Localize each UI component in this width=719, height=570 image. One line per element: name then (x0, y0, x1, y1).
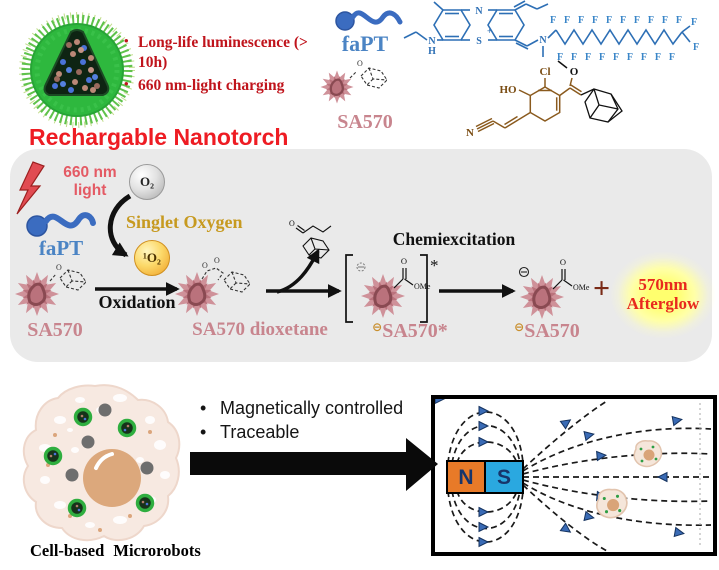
magnet-field-drawing: N S (435, 399, 712, 552)
adamantane-cage (580, 88, 623, 123)
atom-o: O (357, 59, 363, 68)
singlet-oxygen-badge: ¹O₂ (134, 240, 170, 276)
fapt-label-mechanism: faPT (38, 236, 84, 260)
sa570-chemical-structure: Cl HO N O (466, 60, 623, 139)
gray-vesicles (65, 403, 154, 482)
bullet-item: Traceable (194, 420, 403, 445)
bullet-item: 660 nm-light charging (122, 76, 336, 96)
atom-n: N (466, 127, 474, 139)
internalized-nanoparticles (43, 407, 155, 518)
charge-symbol: ⊖ (372, 320, 383, 334)
atom-ho: HO (499, 84, 517, 96)
mini-cell-2 (595, 488, 628, 519)
afterglow-badge: 570nm Afterglow (610, 251, 716, 339)
atom-cl: Cl (540, 66, 551, 78)
nanoparticle-illustration (19, 12, 135, 128)
atom-n: N (539, 35, 547, 46)
cell-nucleus (83, 449, 141, 507)
magnet-field-panel: N S (431, 395, 717, 556)
feature-bullets: Long-life luminescence (> 10h) 660 nm-li… (122, 33, 336, 100)
charge-symbol: ⊖ (514, 320, 525, 334)
dioxetane-label: SA570 dioxetane (192, 319, 328, 340)
cell-based-microrobots-label: Cell-based Microrobots (30, 541, 201, 560)
atom-f: F (691, 17, 697, 28)
bullet-item: Magnetically controlled (194, 396, 403, 421)
atom-f: F (693, 42, 699, 53)
atom-h: H (428, 46, 436, 57)
fapt-chemical-structure: N S + N H N F F F F F F F F F F F F F F … (403, 0, 699, 63)
fapt-label: faPT (341, 31, 389, 56)
cytoplasm-granules (46, 430, 152, 532)
atom-o: O (570, 66, 579, 78)
cytoplasm-speckles (39, 394, 170, 528)
fapt-polymer-icon (335, 10, 403, 31)
atom-s: S (476, 36, 482, 47)
light-source-label: 660 nm light (63, 164, 117, 199)
fluorine-row-bottom: F F F F F F F F F (557, 52, 675, 63)
magnet-north-label: N (458, 466, 473, 489)
core-particles (52, 39, 100, 93)
atom-plus: + (487, 27, 492, 36)
atom-n: N (475, 6, 483, 17)
microrobot-bullets: Magnetically controlled Traceable (194, 396, 403, 445)
cell-illustration (22, 384, 181, 542)
chemiexcitation-step-label: Chemiexcitation (392, 229, 516, 249)
sa570-label-mechanism: SA570 (27, 319, 83, 341)
plus-sign: + (593, 272, 611, 305)
singlet-oxygen-label: Singlet Oxygen (126, 212, 243, 232)
excited-sa570-label: ⊖SA570* (372, 320, 448, 342)
bar-magnet: N S (446, 460, 524, 494)
ground-sa570-label: ⊖SA570 (514, 320, 580, 342)
bullet-item: Long-life luminescence (> 10h) (122, 33, 336, 72)
figure-title: Rechargable Nanotorch (29, 124, 289, 150)
fluorine-row-top: F F F F F F F F F F (550, 15, 682, 26)
oxygen-molecule-badge: O₂ (129, 164, 165, 200)
sa570-label: SA570 (337, 111, 393, 133)
magnet-south-label: S (497, 466, 511, 489)
process-arrow (190, 438, 438, 491)
field-arrowheads (435, 399, 686, 547)
oxidation-step-label: Oxidation (98, 292, 176, 312)
atom-n: N (428, 36, 436, 47)
mini-cell-1 (633, 440, 663, 468)
